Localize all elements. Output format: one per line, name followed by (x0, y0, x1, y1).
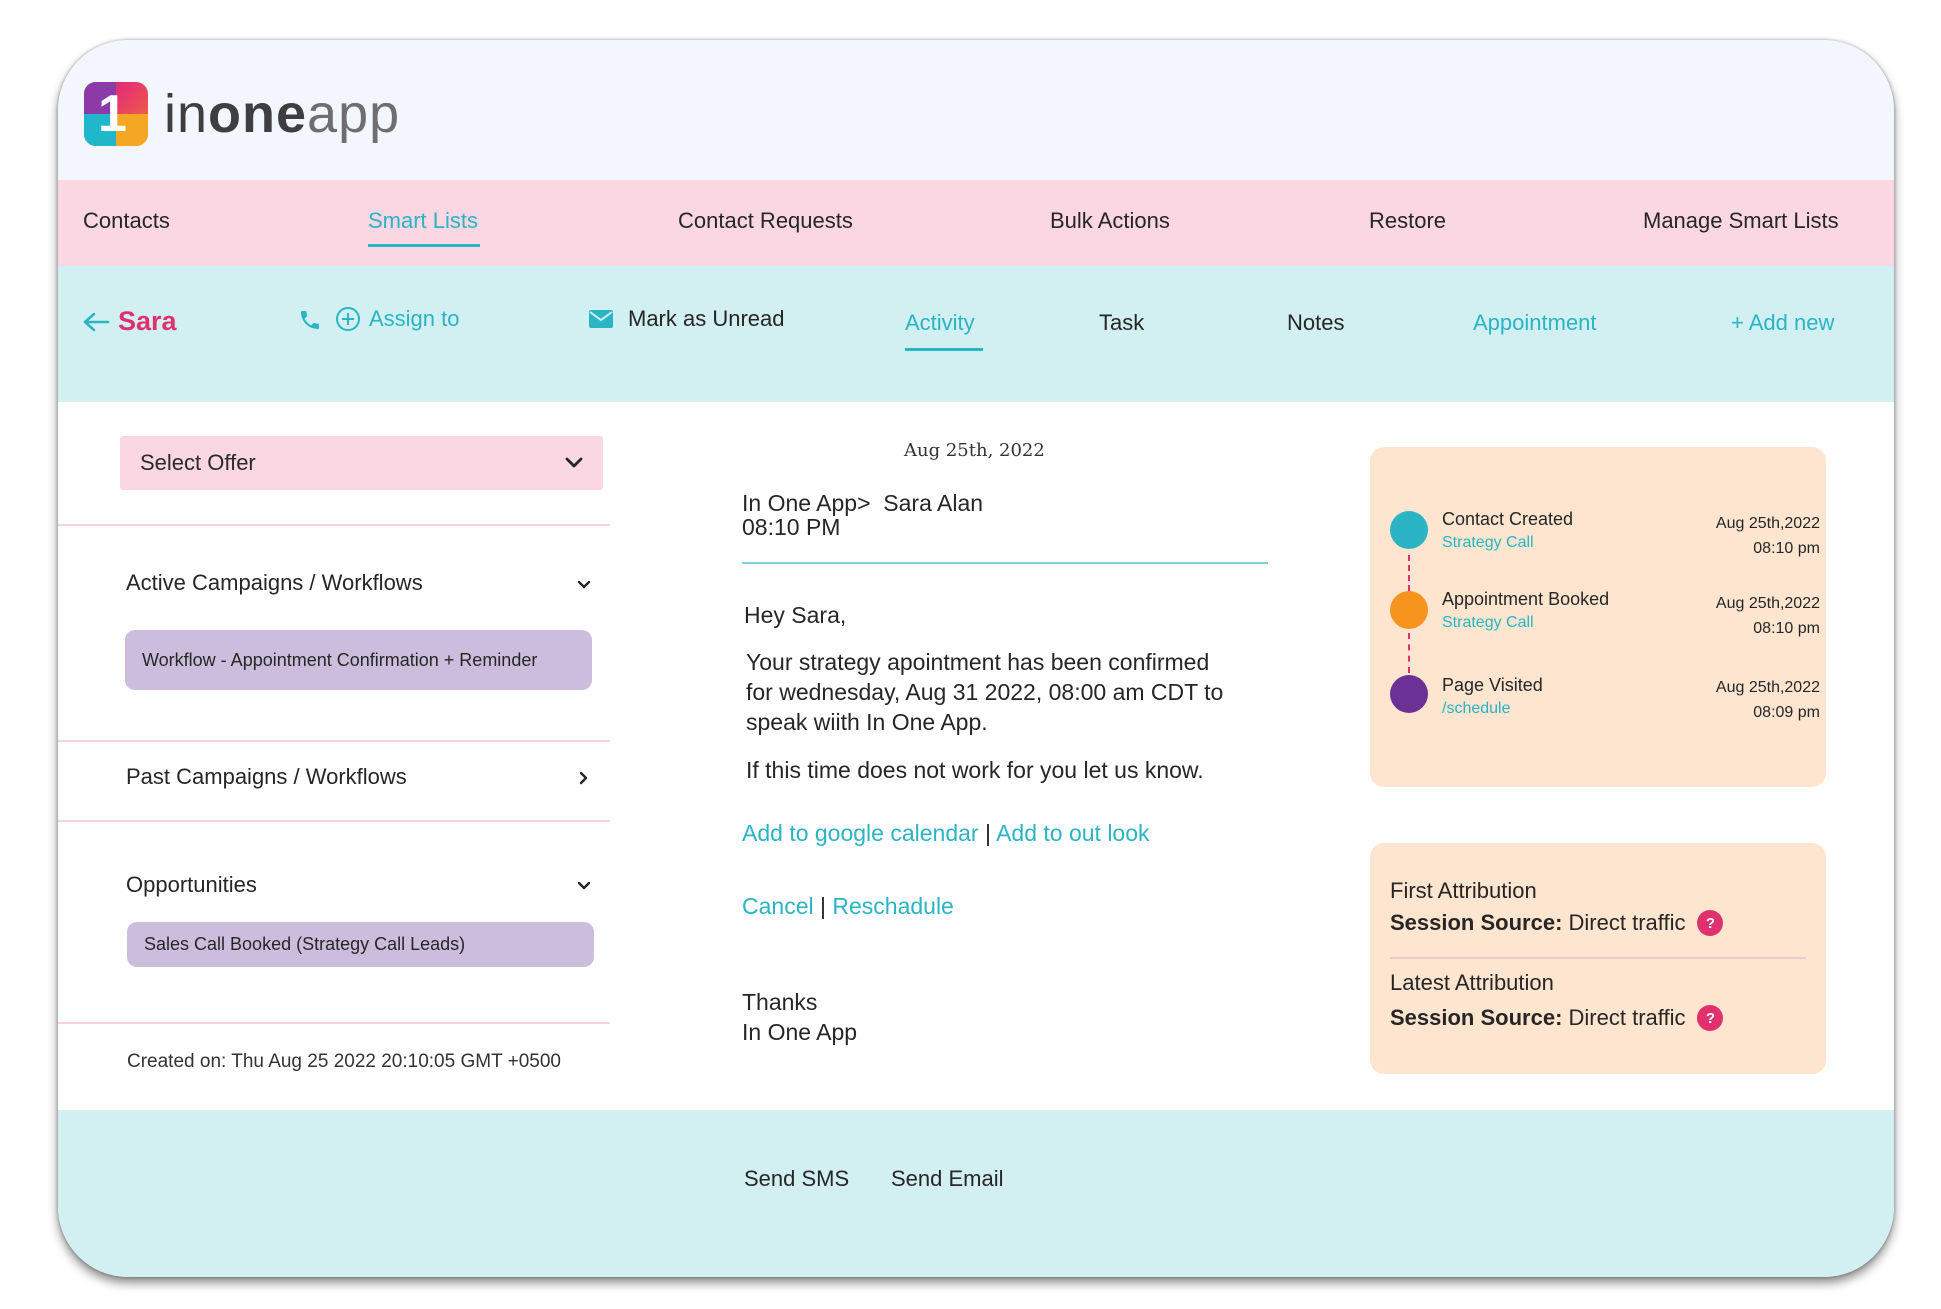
timeline-item[interactable]: Contact Created Strategy Call Aug 25th,2… (1390, 509, 1820, 569)
send-sms-button[interactable]: Send SMS (744, 1166, 850, 1191)
first-attribution-label: First Attribution (1390, 878, 1537, 903)
calendar-links: Add to google calendar | Add to out look (742, 820, 1150, 847)
main-nav: Contacts Smart Lists Contact Requests Bu… (58, 180, 1894, 266)
link-separator: | (984, 820, 991, 846)
nav-item-bulk-actions[interactable]: Bulk Actions (1050, 208, 1170, 233)
plus-circle-icon (336, 307, 360, 331)
help-icon[interactable]: ? (1697, 910, 1724, 936)
logo-mark-icon: 1 (84, 82, 148, 146)
link-separator: | (820, 893, 826, 919)
timeline-dot-icon (1390, 675, 1428, 713)
tab-notes[interactable]: Notes (1287, 310, 1345, 335)
nav-item-restore[interactable]: Restore (1369, 208, 1447, 233)
brand-logo[interactable]: 1 inoneapp (84, 82, 400, 146)
timeline-connector (1408, 555, 1410, 591)
divider (58, 524, 610, 526)
activity-timeline-card: Contact Created Strategy Call Aug 25th,2… (1370, 447, 1826, 787)
contact-action-bar: Sara Assign to Mark as Unread Activity T… (58, 266, 1894, 402)
message-greeting: Hey Sara, (744, 602, 847, 628)
message-body-line: speak wiith In One App. (746, 709, 988, 735)
mark-as-unread-button[interactable]: Mark as Unread (588, 306, 785, 332)
message-body-line: for wednesday, Aug 31 2022, 08:00 am CDT… (746, 679, 1224, 705)
opportunity-tag[interactable]: Sales Call Booked (Strategy Call Leads) (127, 922, 594, 967)
message-signature: In One App (742, 1019, 858, 1045)
tab-active-indicator (905, 348, 983, 351)
tab-appointment[interactable]: Appointment (1473, 310, 1597, 335)
footer-action-bar: Send SMS Send Email (58, 1110, 1894, 1277)
help-icon[interactable]: ? (1697, 1005, 1724, 1031)
nav-item-contact-requests[interactable]: Contact Requests (678, 208, 853, 233)
chevron-right-icon[interactable] (577, 771, 591, 785)
message-date: Aug 25th, 2022 (904, 440, 1045, 461)
envelope-icon (589, 310, 613, 328)
add-to-outlook-link[interactable]: Add to out look (996, 820, 1150, 846)
divider (58, 1022, 610, 1024)
add-to-google-calendar-link[interactable]: Add to google calendar (742, 820, 979, 846)
call-button[interactable] (298, 308, 322, 332)
arrow-left-icon (83, 312, 110, 331)
active-workflow-tag[interactable]: Workflow - Appointment Confirmation + Re… (125, 630, 592, 690)
reschedule-link[interactable]: Reschadule (832, 893, 954, 919)
message-body-line: Your strategy apointment has been confir… (746, 649, 1210, 675)
send-email-button[interactable]: Send Email (891, 1166, 1004, 1191)
nav-item-manage-smart-lists[interactable]: Manage Smart Lists (1643, 208, 1839, 233)
created-on-text: Created on: Thu Aug 25 2022 20:10:05 GMT… (127, 1051, 561, 1072)
chevron-down-icon[interactable] (577, 578, 591, 592)
app-window: 1 inoneapp Contacts Smart Lists Contact … (58, 40, 1894, 1277)
message-time: 08:10 PM (742, 514, 841, 540)
select-offer-label: Select Offer (140, 450, 256, 475)
timeline-dot-icon (1390, 591, 1428, 629)
timeline-item[interactable]: Page Visited /schedule Aug 25th,2022 08:… (1390, 673, 1820, 733)
nav-item-contacts[interactable]: Contacts (83, 208, 170, 233)
latest-attribution-value: Session Source: Direct traffic ? (1390, 1005, 1724, 1031)
divider (1390, 957, 1806, 959)
nav-item-smart-lists[interactable]: Smart Lists (368, 208, 479, 233)
tab-task[interactable]: Task (1099, 310, 1145, 335)
divider (58, 740, 610, 742)
active-campaigns-title[interactable]: Active Campaigns / Workflows (126, 570, 423, 595)
back-to-contact[interactable]: Sara (82, 306, 177, 337)
divider (742, 562, 1268, 564)
first-attribution-value: Session Source: Direct traffic ? (1390, 910, 1724, 936)
cancel-link[interactable]: Cancel (742, 893, 814, 919)
nav-active-indicator (368, 244, 480, 247)
contact-name: Sara (118, 306, 177, 336)
appointment-links: Cancel | Reschadule (742, 893, 954, 920)
timeline-item[interactable]: Appointment Booked Strategy Call Aug 25t… (1390, 589, 1820, 649)
chevron-down-icon[interactable] (577, 879, 591, 893)
add-new-button[interactable]: + Add new (1731, 310, 1835, 335)
assign-to-button[interactable]: Assign to (335, 306, 460, 332)
timeline-dot-icon (1390, 511, 1428, 549)
latest-attribution-label: Latest Attribution (1390, 970, 1554, 995)
chevron-down-icon (565, 457, 583, 468)
message-from-to: In One App> Sara Alan (742, 490, 984, 516)
past-campaigns-title[interactable]: Past Campaigns / Workflows (126, 764, 407, 789)
timeline-connector (1408, 633, 1410, 673)
select-offer-dropdown[interactable]: Select Offer (120, 436, 603, 490)
message-signoff: Thanks (742, 989, 818, 1015)
app-header: 1 inoneapp (58, 40, 1894, 180)
logo-wordmark: inoneapp (164, 84, 401, 144)
tab-activity[interactable]: Activity (905, 310, 975, 335)
opportunities-title[interactable]: Opportunities (126, 872, 257, 897)
phone-icon (301, 311, 319, 329)
divider (58, 820, 610, 822)
attribution-card: First Attribution Session Source: Direct… (1370, 843, 1826, 1074)
message-body-line: If this time does not work for you let u… (746, 757, 1204, 783)
